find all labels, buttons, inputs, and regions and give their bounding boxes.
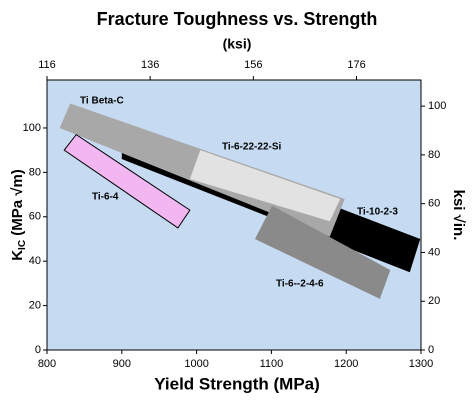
x-tick-label: 800 xyxy=(38,358,56,370)
x2-tick-label: 176 xyxy=(347,59,365,71)
y-label-main: K xyxy=(9,250,26,261)
y-tick-label: 100 xyxy=(23,122,41,134)
region xyxy=(63,133,191,229)
x-tick-label: 1200 xyxy=(334,358,358,370)
x-tick-label: 1300 xyxy=(409,358,433,370)
x2-axis-label: (ksi) xyxy=(223,36,252,52)
region-label: Ti Beta-C xyxy=(80,96,124,107)
x2-tick-label: 136 xyxy=(141,59,159,71)
y2-tick-label: 20 xyxy=(428,295,440,307)
region-label: Ti-6--2-4-6 xyxy=(276,279,324,290)
y-label-sub: IC xyxy=(17,240,28,250)
region-label: Ti-6-22-22-Si xyxy=(222,142,282,153)
x2-tick-label: 156 xyxy=(244,59,262,71)
y-tick-label: 80 xyxy=(29,166,41,178)
y2-tick-label: 40 xyxy=(428,246,440,258)
y2-axis-label: ksi √in. xyxy=(450,190,467,241)
plot-frame xyxy=(46,79,422,351)
y2-tick-label: 80 xyxy=(428,149,440,161)
y-tick-label: 40 xyxy=(29,255,41,267)
x-tick-label: 1000 xyxy=(184,358,208,370)
y2-tick-label: 100 xyxy=(428,100,446,112)
y2-tick-label: 0 xyxy=(428,344,434,356)
y2-tick-label: 60 xyxy=(428,198,440,210)
y-axis-label: KIC (MPa √m) xyxy=(9,169,28,261)
region xyxy=(189,150,341,222)
region-label: Ti-6-4 xyxy=(92,192,119,203)
y-tick-label: 60 xyxy=(29,211,41,223)
x-axis-label: Yield Strength (MPa) xyxy=(154,374,320,393)
y-tick-label: 20 xyxy=(29,299,41,311)
region xyxy=(254,205,391,299)
x-tick-label: 900 xyxy=(113,358,131,370)
y-label-rest: (MPa √m) xyxy=(9,169,26,240)
region-label: Ti-10-2-3 xyxy=(357,207,398,218)
y-tick-label: 0 xyxy=(35,344,41,356)
x-tick-label: 1100 xyxy=(260,358,284,370)
x2-tick-label: 116 xyxy=(38,59,56,71)
chart-title: Fracture Toughness vs. Strength xyxy=(97,9,378,29)
